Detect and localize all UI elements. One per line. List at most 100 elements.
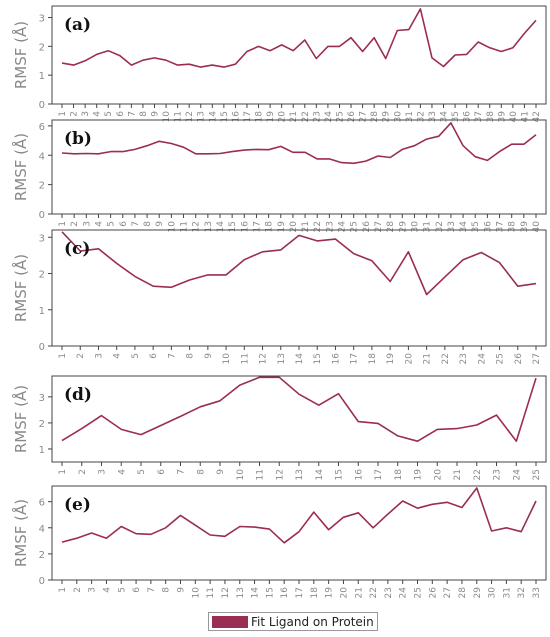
x-tick-label: 9	[216, 469, 226, 475]
x-tick-label: 34	[440, 111, 450, 123]
y-tick-label: 2	[39, 181, 45, 192]
x-tick-label: 7	[131, 221, 141, 227]
x-tick-label: 23	[325, 221, 335, 232]
x-tick-label: 11	[180, 221, 190, 232]
x-tick-label: 2	[70, 111, 80, 117]
x-tick-label: 5	[104, 111, 114, 117]
x-tick-label: 19	[414, 469, 424, 481]
y-tick-label: 1	[39, 71, 45, 82]
x-tick-label: 6	[119, 221, 129, 227]
x-tick-label: 15	[228, 221, 238, 232]
x-tick-label: 10	[162, 111, 172, 123]
x-tick-label: 13	[277, 353, 287, 364]
x-tick-label: 19	[277, 221, 287, 233]
x-tick-label: 1	[58, 469, 68, 475]
x-tick-label: 11	[256, 469, 266, 480]
x-tick-label: 13	[204, 221, 214, 232]
x-tick-label: 12	[221, 587, 231, 598]
x-tick-label: 30	[488, 587, 498, 599]
x-tick-label: 5	[107, 221, 117, 227]
y-tick-label: 1	[39, 306, 45, 317]
x-tick-label: 34	[459, 221, 469, 233]
x-tick-label: 27	[443, 587, 453, 598]
plot-frame	[51, 119, 547, 215]
x-tick-label: 9	[150, 111, 160, 117]
x-tick-label: 3	[81, 111, 91, 117]
y-tick-label: 3	[39, 393, 45, 404]
x-tick-label: 26	[514, 353, 524, 365]
x-tick-label: 35	[471, 221, 481, 232]
x-tick-label: 21	[423, 353, 433, 364]
y-tick-label: 0	[39, 342, 45, 353]
x-tick-label: 16	[240, 221, 250, 233]
x-tick-label: 17	[295, 587, 305, 598]
x-tick-label: 20	[278, 111, 288, 123]
x-tick-label: 27	[532, 353, 542, 364]
x-tick-label: 24	[477, 353, 487, 365]
x-tick-label: 28	[386, 221, 396, 233]
plot-frame	[51, 485, 547, 581]
x-tick-label: 19	[386, 353, 396, 365]
x-tick-label: 4	[94, 221, 104, 227]
x-tick-label: 13	[236, 587, 246, 598]
x-tick-label: 11	[206, 587, 216, 598]
x-tick-label: 6	[149, 353, 159, 359]
x-tick-label: 8	[196, 469, 206, 475]
x-tick-label: 29	[382, 111, 392, 123]
x-tick-label: 1	[58, 221, 68, 227]
x-tick-label: 40	[532, 221, 542, 233]
x-tick-label: 4	[117, 469, 127, 475]
panel-label: (d)	[64, 385, 92, 405]
x-tick-label: 31	[423, 221, 433, 232]
x-tick-label: 14	[216, 221, 226, 233]
x-tick-label: 20	[404, 353, 414, 365]
x-tick-label: 10	[191, 587, 201, 599]
x-tick-label: 17	[350, 353, 360, 364]
x-tick-label: 9	[155, 221, 165, 227]
x-tick-label: 22	[301, 111, 311, 122]
x-tick-label: 16	[354, 469, 364, 481]
x-tick-label: 9	[204, 353, 214, 359]
x-tick-label: 16	[331, 353, 341, 365]
y-tick-label: 2	[39, 270, 45, 281]
x-tick-label: 24	[324, 111, 334, 123]
legend-swatch	[212, 615, 248, 628]
x-tick-label: 11	[240, 353, 250, 364]
y-tick-label: 0	[39, 576, 45, 587]
x-tick-label: 21	[289, 111, 299, 122]
y-tick-label: 1	[39, 445, 45, 456]
x-tick-label: 31	[502, 587, 512, 598]
x-tick-label: 23	[459, 353, 469, 364]
x-tick-label: 12	[185, 111, 195, 122]
x-tick-label: 20	[289, 221, 299, 233]
x-tick-label: 5	[117, 587, 127, 593]
x-tick-label: 20	[339, 587, 349, 599]
x-tick-label: 41	[520, 111, 530, 122]
y-tick-label: 0	[39, 210, 45, 221]
legend: Fit Ligand on Protein	[208, 612, 378, 631]
x-tick-label: 15	[335, 469, 345, 480]
x-tick-label: 26	[428, 587, 438, 599]
x-tick-label: 15	[313, 353, 323, 364]
x-tick-label: 13	[295, 469, 305, 480]
plot-frame	[51, 229, 547, 347]
y-axis-label: RMSF (Å)	[11, 385, 30, 453]
x-tick-label: 3	[94, 353, 104, 359]
x-tick-label: 15	[265, 587, 275, 598]
x-tick-label: 2	[78, 469, 88, 475]
x-tick-label: 26	[347, 111, 357, 123]
x-tick-label: 18	[394, 469, 404, 481]
x-tick-label: 23	[384, 587, 394, 598]
x-tick-label: 19	[325, 587, 335, 599]
x-tick-label: 32	[435, 221, 445, 232]
x-tick-label: 16	[280, 587, 290, 599]
x-tick-label: 8	[143, 221, 153, 227]
x-tick-label: 14	[295, 353, 305, 365]
series-line	[61, 376, 537, 443]
x-tick-label: 3	[98, 469, 108, 475]
x-tick-label: 4	[113, 353, 123, 359]
x-tick-label: 32	[416, 111, 426, 122]
